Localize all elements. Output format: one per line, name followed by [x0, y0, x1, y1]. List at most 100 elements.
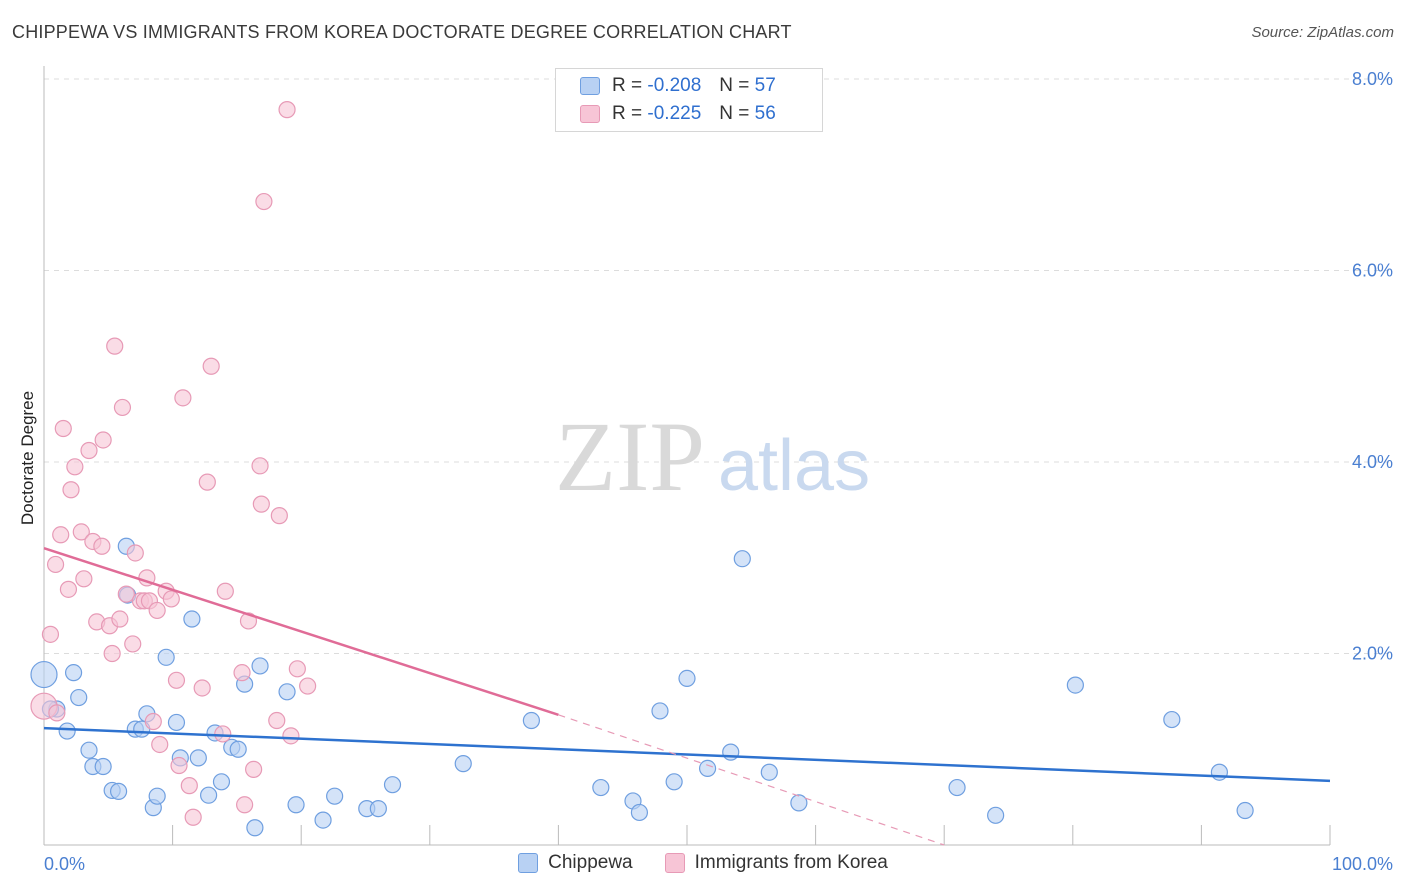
korea-point	[46, 555, 65, 574]
chippewa-point	[287, 796, 305, 814]
chippewa-trend-line	[43, 726, 1331, 783]
chippewa-point	[200, 786, 218, 804]
korea-point	[111, 610, 129, 628]
chippewa-point	[157, 648, 175, 666]
korea-point	[170, 756, 188, 775]
chippewa-point	[70, 688, 88, 707]
legend-row-chippewa: R = -0.208 N = 57	[580, 73, 776, 99]
chippewa-point	[212, 773, 231, 791]
korea-legend-swatch	[664, 853, 685, 873]
watermark: ZIP atlas	[555, 401, 870, 512]
chippewa-point	[733, 550, 751, 568]
korea-point	[106, 337, 124, 355]
chippewa-point	[326, 787, 344, 805]
chippewa-point	[948, 778, 966, 797]
y-tick-label: 2.0%	[1352, 644, 1393, 664]
korea-point	[167, 671, 186, 689]
legend-item-chippewa[interactable]: Chippewa	[518, 852, 633, 874]
x-tick-label: 100.0%	[1332, 854, 1393, 874]
korea-point	[174, 389, 192, 407]
chippewa-point	[229, 740, 247, 758]
korea-point	[216, 582, 234, 600]
korea-point	[59, 580, 78, 598]
korea-point	[117, 585, 135, 603]
series-legend: Chippewa Immigrants from Korea	[0, 852, 1406, 874]
korea-point	[288, 660, 306, 678]
korea-point	[124, 635, 142, 653]
korea-point	[198, 473, 216, 491]
chippewa-point	[167, 713, 186, 732]
korea-point	[103, 644, 121, 663]
trend-lines	[43, 546, 1331, 846]
stats-legend: R = -0.208 N = 57 R = -0.225 N = 56	[555, 68, 823, 132]
grid-lines	[44, 78, 1393, 654]
legend-row-korea: R = -0.225 N = 56	[580, 101, 776, 127]
korea-point	[126, 544, 144, 562]
n-label: N =	[719, 75, 750, 96]
chippewa-point	[64, 664, 83, 682]
korea-point	[180, 777, 198, 795]
chippewa-point	[183, 610, 201, 628]
data-points	[30, 101, 1254, 837]
legend-label: Immigrants from Korea	[694, 852, 888, 873]
source-label: Source: ZipAtlas.com	[1251, 24, 1394, 41]
chippewa-legend-swatch	[518, 853, 539, 873]
n-label: N =	[719, 103, 750, 124]
chippewa-point	[1236, 801, 1254, 820]
korea-point	[80, 441, 98, 460]
chippewa-point	[58, 722, 76, 740]
chippewa-point	[94, 757, 112, 776]
chippewa-point	[1066, 676, 1084, 694]
korea-trend-extension	[558, 714, 945, 846]
korea-point	[236, 796, 254, 814]
chippewa-point	[630, 803, 649, 822]
korea-point	[162, 590, 180, 608]
chippewa-point	[987, 806, 1005, 824]
korea-point	[72, 523, 90, 541]
korea-trend-line	[43, 546, 559, 716]
korea-point	[151, 735, 169, 754]
chippewa-point	[278, 683, 296, 701]
korea-point	[184, 808, 202, 826]
korea-point	[48, 704, 66, 722]
chippewa-point	[246, 819, 264, 837]
x-tick-label: 0.0%	[44, 854, 85, 874]
korea-point	[299, 677, 317, 695]
chippewa-point	[522, 711, 540, 730]
chippewa-point	[314, 811, 332, 829]
y-axis-label: Doctorate Degree	[18, 391, 37, 525]
legend-item-korea[interactable]: Immigrants from Korea	[664, 852, 888, 874]
korea-point	[282, 727, 300, 745]
korea-point	[233, 664, 251, 682]
chippewa-point	[148, 787, 166, 805]
korea-point	[52, 526, 70, 544]
korea-point	[278, 101, 296, 119]
korea-swatch	[580, 105, 600, 123]
legend-label: Chippewa	[548, 852, 633, 873]
chippewa-point	[698, 759, 717, 778]
korea-point	[148, 601, 166, 620]
korea-point	[202, 357, 220, 375]
korea-point	[66, 458, 84, 476]
chippewa-point	[251, 657, 269, 675]
chart-title: CHIPPEWA VS IMMIGRANTS FROM KOREA DOCTOR…	[12, 22, 792, 42]
korea-point	[268, 711, 286, 730]
korea-point	[94, 431, 112, 449]
tick-labels: 2.0% 4.0% 6.0% 8.0% 0.0% 100.0%	[44, 69, 1393, 874]
chippewa-point	[592, 778, 610, 797]
korea-point	[270, 507, 288, 525]
chippewa-point	[30, 660, 58, 689]
y-tick-label: 4.0%	[1352, 452, 1393, 472]
chippewa-point	[678, 669, 696, 687]
korea-point	[251, 457, 269, 475]
korea-point	[113, 398, 132, 417]
chippewa-point	[369, 800, 387, 818]
chippewa-point	[790, 794, 808, 812]
chippewa-swatch	[580, 77, 600, 95]
korea-point	[193, 679, 211, 697]
chippewa-point	[109, 782, 128, 800]
korea-point	[54, 419, 72, 438]
y-tick-label: 6.0%	[1352, 261, 1393, 281]
korea-point	[245, 760, 263, 778]
